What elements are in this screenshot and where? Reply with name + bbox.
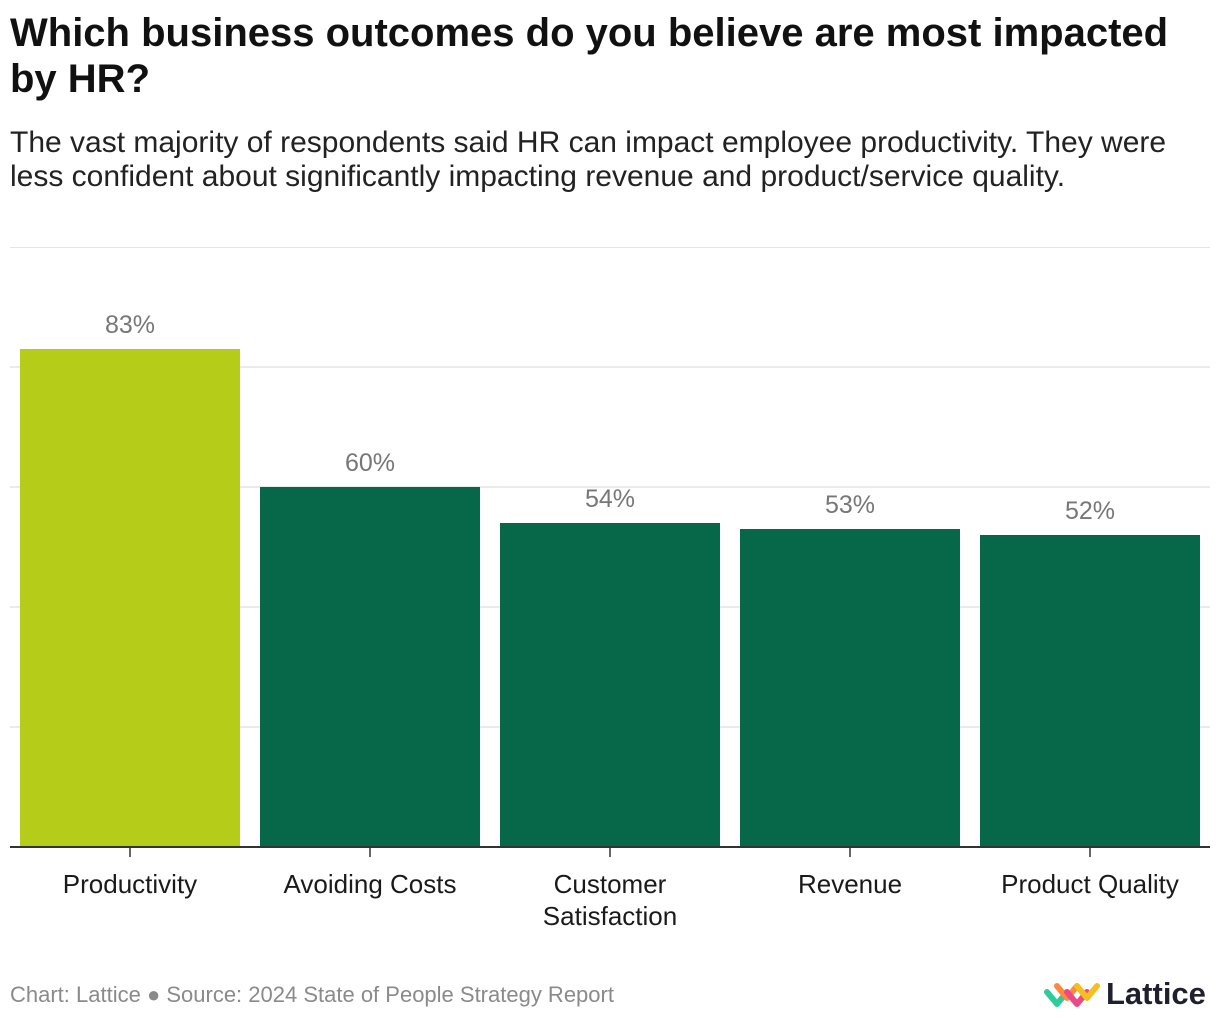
data-label: 83%: [105, 311, 155, 339]
bar-productivity: [20, 349, 240, 847]
bar-customer-satisfaction: [500, 523, 720, 847]
data-label: 52%: [1065, 497, 1115, 525]
x-tick-label: Productivity: [63, 869, 197, 899]
bar-product-quality: [980, 535, 1200, 847]
chart-subtitle: The vast majority of respondents said HR…: [10, 126, 1167, 193]
brand-logo: Lattice: [1044, 974, 1206, 1014]
bar-chart: 83% Productivity 60% Avoiding Costs 54% Custo…: [10, 311, 1210, 931]
header-divider: [10, 247, 1210, 248]
chart-source-note: Chart: Lattice ● Source: 2024 State of P…: [10, 982, 614, 1007]
data-label: 54%: [585, 485, 635, 513]
brand-name: Lattice: [1106, 976, 1206, 1011]
chart-title: Which business outcomes do you believe a…: [10, 11, 1169, 101]
bar-avoiding-costs: [260, 487, 480, 847]
data-label: 53%: [825, 491, 875, 519]
x-tick-label: Avoiding Costs: [284, 869, 457, 899]
x-tick-label: Revenue: [798, 869, 902, 899]
lattice-logo-icon: [1044, 983, 1100, 1007]
data-label: 60%: [345, 449, 395, 477]
x-tick-label: Customer Satisfaction: [543, 869, 677, 931]
bar-revenue: [740, 529, 960, 847]
x-tick-label: Product Quality: [1001, 869, 1179, 899]
